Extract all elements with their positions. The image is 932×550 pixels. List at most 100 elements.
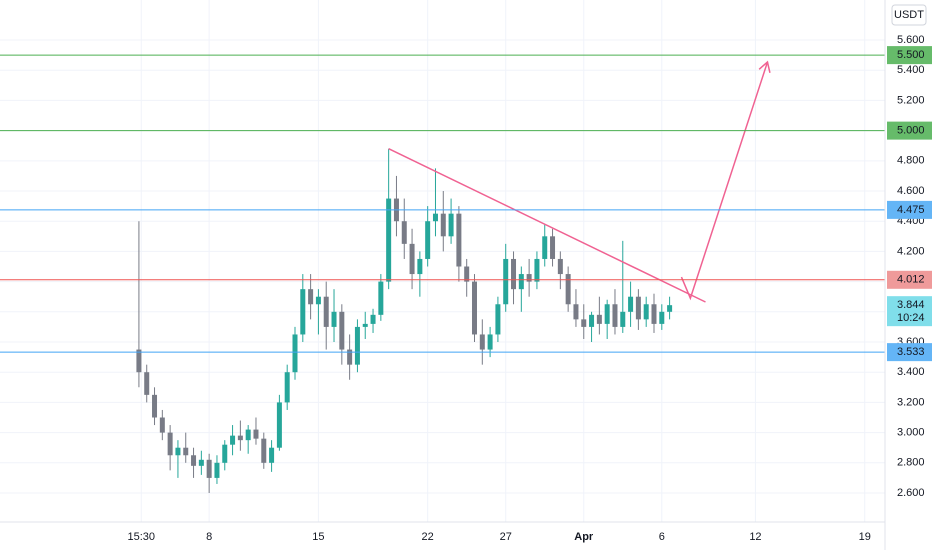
y-tick-label: 5.600 xyxy=(897,34,925,46)
candle-body xyxy=(573,304,579,320)
candle-body xyxy=(354,326,360,365)
last-price-tag xyxy=(887,296,932,327)
x-tick-label: 19 xyxy=(859,531,871,543)
candle-body xyxy=(659,311,665,324)
candle-body xyxy=(175,447,181,456)
candle-body xyxy=(276,402,282,448)
candle-body xyxy=(471,281,477,335)
axes: 2.6002.8003.0003.2003.4003.6003.8004.000… xyxy=(127,34,932,543)
candle-body xyxy=(152,394,158,418)
candle-body xyxy=(191,455,197,466)
candle-body xyxy=(487,334,493,350)
countdown: 10:24 xyxy=(897,312,925,324)
level-tag xyxy=(887,46,932,65)
x-tick-label: 27 xyxy=(500,531,512,543)
candle-body xyxy=(589,314,595,327)
y-tick-label: 4.600 xyxy=(897,185,925,197)
candle-body xyxy=(292,334,298,373)
candle-body xyxy=(386,198,392,282)
y-tick-label: 5.200 xyxy=(897,94,925,106)
candle-body xyxy=(604,304,610,324)
level-tag-label: 4.012 xyxy=(897,274,925,286)
x-tick-label: Apr xyxy=(574,531,594,543)
y-tick-label: 4.800 xyxy=(897,155,925,167)
last-price: 3.844 xyxy=(897,299,925,311)
candle-body xyxy=(300,289,306,335)
y-tick-label: 2.600 xyxy=(897,487,925,499)
candle-body xyxy=(550,236,556,259)
candle-body xyxy=(378,281,384,315)
candle-body xyxy=(479,334,485,350)
candle-body xyxy=(503,258,509,305)
arrow-head xyxy=(758,60,771,73)
y-tick-label: 3.000 xyxy=(897,427,925,439)
candle-body xyxy=(214,462,220,478)
candle-body xyxy=(511,258,517,290)
candle-body xyxy=(253,429,259,439)
y-tick-label: 4.200 xyxy=(897,245,925,257)
candle-body xyxy=(183,447,189,456)
candle-body xyxy=(401,221,407,244)
level-tag xyxy=(887,270,932,289)
y-tick-label: 5.400 xyxy=(897,64,925,76)
level-tag-label: 3.533 xyxy=(897,346,925,358)
x-tick-label: 22 xyxy=(422,531,434,543)
level-tag xyxy=(887,121,932,140)
candle-body xyxy=(667,305,673,312)
level-tag xyxy=(887,343,932,362)
candle-body xyxy=(464,266,470,282)
candle-body xyxy=(222,444,228,463)
projection-arrow xyxy=(680,61,769,301)
candle-body xyxy=(628,296,634,312)
candle-body xyxy=(136,349,142,373)
level-tag-label: 5.000 xyxy=(897,125,925,137)
candle-body xyxy=(542,236,548,259)
plot xyxy=(0,54,885,494)
candle-body xyxy=(534,258,540,282)
candle-body xyxy=(331,311,337,327)
y-tick-label: 3.400 xyxy=(897,366,925,378)
y-tick-label: 3.200 xyxy=(897,396,925,408)
candle-body xyxy=(315,296,321,305)
currency-box[interactable] xyxy=(891,4,927,26)
candle-body xyxy=(167,432,173,456)
candle-body xyxy=(651,304,657,324)
candle-body xyxy=(261,438,267,463)
candle-body xyxy=(518,274,524,290)
candle-body xyxy=(362,323,368,327)
candle-body xyxy=(269,447,275,463)
candle-body xyxy=(612,304,618,327)
candle-body xyxy=(339,311,345,350)
candle-body xyxy=(448,213,454,237)
candle-body xyxy=(456,213,462,267)
candle-body xyxy=(425,221,431,259)
level-tag xyxy=(887,200,932,219)
candle-body xyxy=(198,459,204,466)
candle-body xyxy=(323,296,329,327)
candle-body xyxy=(206,459,212,478)
candle-body xyxy=(596,314,602,324)
candle-body xyxy=(284,372,290,403)
candle-body xyxy=(581,319,587,327)
x-tick-label: 8 xyxy=(206,531,212,543)
level-tag-label: 4.475 xyxy=(897,204,925,216)
x-tick-label: 15:30 xyxy=(127,531,155,543)
candle-body xyxy=(159,417,165,433)
candle-body xyxy=(230,435,236,445)
currency: USDT xyxy=(894,9,924,21)
candle-body xyxy=(565,274,571,305)
y-tick-label: 2.800 xyxy=(897,457,925,469)
candle-body xyxy=(409,243,415,275)
candle-body xyxy=(440,213,446,237)
level-tag-label: 5.500 xyxy=(897,49,925,61)
candle-body xyxy=(417,258,423,275)
candle-body xyxy=(557,258,563,275)
candle-body xyxy=(620,311,626,327)
candle-body xyxy=(643,304,649,320)
x-tick-label: 12 xyxy=(749,531,761,543)
x-tick-label: 15 xyxy=(312,531,324,543)
candle-body xyxy=(635,296,641,320)
trendline xyxy=(388,148,706,303)
candle-body xyxy=(495,304,501,335)
